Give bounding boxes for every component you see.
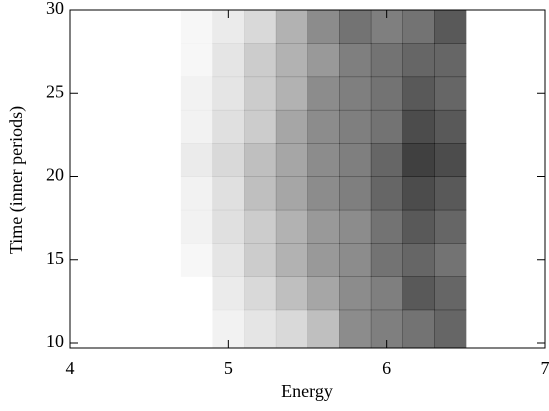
x-tick-label: 6: [382, 358, 391, 378]
density-cell: [371, 177, 403, 211]
density-cell: [403, 243, 435, 277]
y-tick-label: 25: [46, 81, 64, 101]
density-cell: [308, 210, 340, 244]
density-cell: [403, 10, 435, 44]
density-cell: [434, 43, 466, 77]
density-cell: [276, 243, 308, 277]
density-cell: [244, 110, 276, 144]
density-cell: [371, 276, 403, 310]
density-cell: [244, 276, 276, 310]
density-cell: [339, 143, 371, 177]
density-cell: [339, 210, 371, 244]
density-cell: [308, 177, 340, 211]
density-cell: [244, 310, 276, 349]
density-cell: [339, 10, 371, 44]
density-cell: [371, 143, 403, 177]
density-cell: [308, 310, 340, 349]
density-cell: [434, 77, 466, 111]
density-cell: [434, 143, 466, 177]
density-cell: [434, 276, 466, 310]
density-cell: [213, 243, 245, 277]
density-cell: [213, 77, 245, 111]
density-cell: [434, 310, 466, 349]
density-cell: [339, 276, 371, 310]
density-cell: [276, 43, 308, 77]
density-cell: [276, 177, 308, 211]
density-cell: [276, 310, 308, 349]
density-cell: [371, 243, 403, 277]
density-cell: [308, 43, 340, 77]
density-cell: [213, 276, 245, 310]
density-cell: [308, 110, 340, 144]
density-cell: [181, 110, 213, 144]
density-cell: [276, 143, 308, 177]
density-cell: [276, 110, 308, 144]
density-cell: [181, 177, 213, 211]
density-cell: [339, 243, 371, 277]
density-cell: [181, 276, 213, 310]
density-cell: [339, 177, 371, 211]
density-cell: [371, 77, 403, 111]
density-cell: [339, 310, 371, 349]
density-cell: [244, 243, 276, 277]
density-cell: [276, 210, 308, 244]
x-axis-label: Energy: [281, 381, 333, 401]
density-cell: [403, 177, 435, 211]
density-cell: [276, 276, 308, 310]
density-cell: [339, 43, 371, 77]
y-tick-label: 15: [46, 248, 64, 268]
density-cell: [244, 143, 276, 177]
density-cell: [403, 143, 435, 177]
density-cell: [308, 143, 340, 177]
density-cell: [434, 110, 466, 144]
density-cell: [371, 43, 403, 77]
x-tick-label: 5: [224, 358, 233, 378]
density-cell: [371, 110, 403, 144]
y-axis-label: Time (inner periods): [6, 106, 27, 254]
density-cell: [213, 110, 245, 144]
density-cell: [181, 243, 213, 277]
density-cell: [403, 110, 435, 144]
density-cell: [371, 210, 403, 244]
density-cell: [403, 310, 435, 349]
density-cell: [181, 310, 213, 349]
density-cell: [244, 10, 276, 44]
y-tick-label: 20: [46, 165, 64, 185]
density-cell: [244, 43, 276, 77]
density-cell: [276, 77, 308, 111]
density-cell: [339, 110, 371, 144]
density-cell: [308, 10, 340, 44]
density-cell: [308, 243, 340, 277]
density-cell: [434, 10, 466, 44]
density-cell: [244, 177, 276, 211]
density-cell: [244, 77, 276, 111]
y-tick-label: 10: [46, 331, 64, 351]
density-cell: [181, 10, 213, 44]
density-cell: [403, 43, 435, 77]
density-cell: [403, 276, 435, 310]
density-cell: [181, 210, 213, 244]
y-tick-label: 30: [46, 0, 64, 18]
density-cell: [434, 177, 466, 211]
density-cell: [403, 77, 435, 111]
density-cell: [181, 43, 213, 77]
density-cell: [244, 210, 276, 244]
density-cell: [434, 210, 466, 244]
density-cell: [213, 177, 245, 211]
density-cell: [308, 77, 340, 111]
density-cell: [276, 10, 308, 44]
density-cell: [213, 210, 245, 244]
density-cell: [308, 276, 340, 310]
density-cell: [434, 243, 466, 277]
density-cell: [181, 77, 213, 111]
density-cell: [213, 43, 245, 77]
density-cell: [339, 77, 371, 111]
x-tick-label: 7: [541, 358, 549, 378]
density-cell: [213, 143, 245, 177]
density-cell: [403, 210, 435, 244]
density-cell: [181, 143, 213, 177]
x-tick-label: 4: [66, 358, 75, 378]
